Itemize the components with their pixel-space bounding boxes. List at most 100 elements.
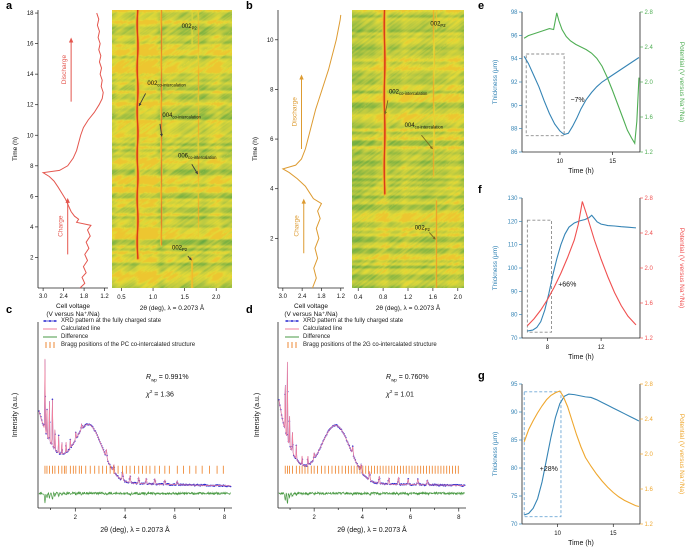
svg-text:2θ (deg), λ = 0.2073 Å: 2θ (deg), λ = 0.2073 Å [100, 525, 170, 534]
panel-b-heatmap-overlay: 002P2 002co-intercalation 004co-intercalat… [384, 21, 446, 240]
panel-a-heatmap-overlay: 002P2 002co-intercalation 004co-intercalat… [138, 24, 217, 261]
legend-item-obs: XRD pattern at the fully charged state [284, 317, 437, 325]
svg-text:+66%: +66% [558, 282, 576, 289]
svg-text:002co-intercalation: 002co-intercalation [147, 81, 186, 88]
panel-c-xrd-plot: 2 4 6 8 2θ (deg), λ = 0.2073 Å Intensity (a.u… [12, 322, 232, 534]
svg-text:6: 6 [173, 515, 177, 521]
svg-text:6: 6 [270, 137, 274, 143]
panel-label-d: d [246, 304, 253, 316]
svg-text:80: 80 [511, 466, 518, 472]
panel-d-stats: Rwp = 0.760% χ2 = 1.01 [386, 374, 429, 399]
legend-item-diff: Difference [43, 334, 89, 340]
svg-text:Thickness (μm): Thickness (μm) [492, 432, 499, 477]
panel-d-xrd-plot: 2 4 6 8 2θ (deg), λ = 0.2073 Å Intensity (a.u… [254, 322, 466, 534]
svg-text:2.0: 2.0 [212, 295, 221, 301]
panel-c-stats: Rwp = 0.991% χ2 = 1.36 [146, 374, 189, 399]
svg-text:4: 4 [30, 225, 34, 231]
svg-text:Cell voltage: Cell voltage [294, 303, 328, 310]
svg-text:1.6: 1.6 [645, 487, 654, 493]
panel-c-legend: XRD pattern at the fully charged state Ca… [42, 317, 195, 349]
svg-text:90: 90 [511, 410, 518, 416]
svg-text:2.8: 2.8 [645, 196, 654, 202]
svg-text:2.8: 2.8 [645, 10, 654, 16]
svg-text:Thickness (μm): Thickness (μm) [492, 246, 499, 291]
svg-text:2.4: 2.4 [59, 294, 68, 300]
panel-d-legend: XRD pattern at the fully charged state Ca… [284, 317, 437, 349]
svg-text:75: 75 [511, 494, 518, 500]
panel-b-voltage-plot: 2 4 6 8 10 3.0 2.4 1.8 1.2 Time (h) Cell voltage(V… [252, 10, 346, 318]
panel-label-g: g [478, 370, 485, 382]
svg-text:004co-intercalation: 004co-intercalation [162, 113, 201, 120]
svg-text:2: 2 [30, 255, 34, 261]
svg-text:Time (h): Time (h) [12, 137, 19, 161]
svg-text:1.2: 1.2 [337, 294, 346, 300]
svg-text:110: 110 [508, 243, 518, 249]
svg-text:16: 16 [27, 42, 34, 48]
svg-text:Cell voltage: Cell voltage [56, 303, 90, 310]
svg-text:1.8: 1.8 [80, 294, 89, 300]
svg-text:Time (h): Time (h) [568, 540, 594, 547]
svg-text:1.6: 1.6 [429, 295, 438, 301]
svg-text:002P2: 002P2 [172, 246, 188, 253]
svg-text:8: 8 [30, 164, 34, 170]
svg-text:1.2: 1.2 [645, 522, 654, 528]
svg-text:Time (h): Time (h) [252, 137, 259, 161]
svg-text:86: 86 [511, 150, 518, 156]
panel-a-heatmap: 002P2 002co-intercalation 004co-intercalat… [112, 10, 232, 312]
svg-text:1.6: 1.6 [645, 115, 654, 121]
panel-e-dual-axis-plot: 86 88 90 92 94 96 98 1.2 1.6 2.0 2.4 2.8 10 15 Time (h… [492, 10, 685, 175]
svg-text:Thickness (μm): Thickness (μm) [492, 60, 499, 105]
svg-text:10: 10 [267, 38, 274, 44]
svg-text:2.0: 2.0 [645, 266, 654, 272]
svg-text:1.2: 1.2 [645, 336, 654, 342]
svg-text:80: 80 [511, 313, 518, 319]
panel-a-heatmap-xlabel: 2θ (deg), λ = 0.2073 Å [139, 305, 205, 312]
svg-text:96: 96 [511, 33, 518, 39]
svg-text:Time (h): Time (h) [568, 354, 594, 361]
svg-text:0.5: 0.5 [117, 295, 126, 301]
svg-text:98: 98 [511, 10, 518, 16]
svg-text:95: 95 [511, 382, 518, 388]
svg-text:3.0: 3.0 [39, 294, 48, 300]
svg-text:2.4: 2.4 [645, 231, 654, 237]
svg-text:3.0: 3.0 [279, 294, 288, 300]
svg-text:92: 92 [511, 80, 518, 86]
panel-label-a: a [6, 0, 13, 12]
svg-text:1.2: 1.2 [404, 295, 413, 301]
svg-text:2.4: 2.4 [645, 417, 654, 423]
panel-a-voltage-plot: 2 4 6 8 10 12 14 16 18 3.0 2.4 1.8 1.2 Time (h) Cell v… [12, 10, 109, 318]
svg-text:2.4: 2.4 [645, 45, 654, 51]
svg-text:18: 18 [27, 11, 34, 17]
svg-text:Charge: Charge [58, 215, 65, 237]
panel-label-e: e [478, 0, 485, 12]
svg-text:(V versus Na⁺/Na): (V versus Na⁺/Na) [284, 311, 337, 318]
svg-text:1.8: 1.8 [317, 294, 326, 300]
svg-text:1.2: 1.2 [100, 294, 109, 300]
panel-label-f: f [478, 184, 482, 196]
svg-text:15: 15 [609, 159, 616, 165]
svg-text:2.0: 2.0 [454, 295, 463, 301]
svg-text:Potential (V versus Na⁺/Na): Potential (V versus Na⁺/Na) [678, 228, 685, 308]
panel-label-c: c [6, 304, 13, 316]
svg-text:2: 2 [312, 515, 316, 521]
svg-text:002P2: 002P2 [182, 24, 198, 31]
svg-text:002P2: 002P2 [430, 21, 446, 28]
svg-text:1.6: 1.6 [645, 301, 654, 307]
svg-text:120: 120 [507, 219, 518, 225]
legend-item-calc: Calculated line [285, 326, 343, 332]
svg-text:Discharge: Discharge [292, 97, 299, 127]
svg-text:6: 6 [30, 194, 34, 200]
svg-text:88: 88 [511, 127, 518, 133]
svg-text:Potential (V versus Na⁺/Na): Potential (V versus Na⁺/Na) [678, 42, 685, 122]
svg-text:2.4: 2.4 [298, 294, 307, 300]
svg-text:Potential (V versus Na⁺/Na): Potential (V versus Na⁺/Na) [678, 414, 685, 494]
svg-text:2.8: 2.8 [645, 382, 654, 388]
legend-item-calc: Calculated line [43, 326, 101, 332]
panel-f-dual-axis-plot: 70 80 90 100 110 120 130 1.2 1.6 2.0 2.4 2.8 8 12 Time… [492, 196, 685, 361]
svg-text:2.0: 2.0 [645, 452, 654, 458]
svg-text:6: 6 [409, 515, 413, 521]
svg-text:4: 4 [361, 515, 365, 521]
svg-text:10: 10 [557, 159, 564, 165]
svg-text:Intensity (a.u.): Intensity (a.u.) [12, 393, 19, 437]
legend-item-bragg: Bragg positions of the 2G co-intercalate… [287, 342, 437, 348]
